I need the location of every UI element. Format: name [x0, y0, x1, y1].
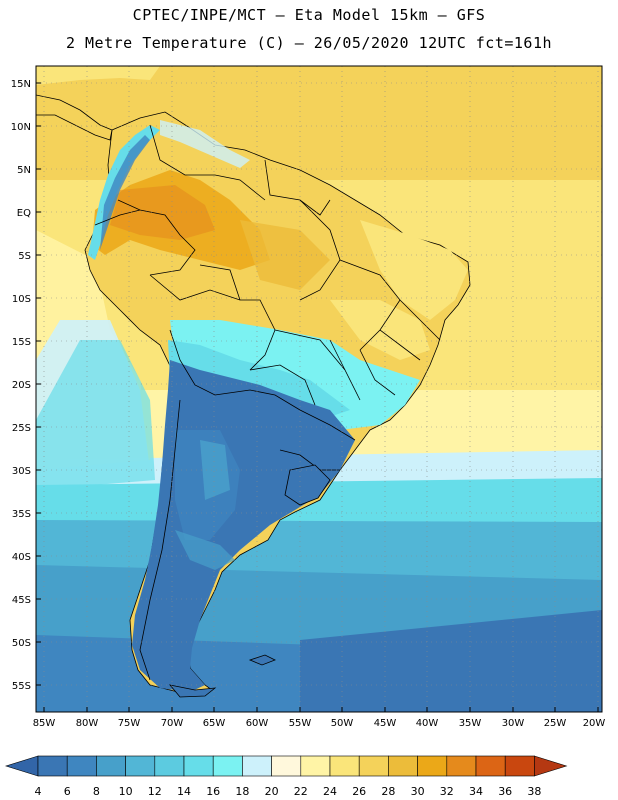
- colorbar-tick-label: 12: [148, 785, 162, 798]
- colorbar-swatch: [242, 755, 272, 777]
- lat-label: 5N: [17, 165, 31, 176]
- lon-label: 80W: [76, 718, 99, 729]
- colorbar-tick-label: 32: [440, 785, 454, 798]
- lon-label: 35W: [459, 718, 482, 729]
- lat-label: 15S: [12, 337, 31, 348]
- colorbar-swatch: [37, 755, 68, 777]
- colorbar-swatch: [504, 755, 535, 777]
- colorbar-tick-label: 38: [527, 785, 541, 798]
- colorbar-tick-label: 26: [352, 785, 366, 798]
- lat-label: 25S: [12, 423, 31, 434]
- lon-label: 40W: [416, 718, 439, 729]
- colorbar-swatch: [66, 755, 97, 777]
- lat-label: 15N: [11, 79, 31, 90]
- map-title: CPTEC/INPE/MCT – Eta Model 15km – GFS: [132, 6, 486, 24]
- colorbar-tick-label: 24: [323, 785, 337, 798]
- color-scale-legend: 4 6 8 10 12 14 16 18 20 22 24 26 28 30 32 34 36 38: [4, 755, 568, 798]
- lon-label: 60W: [246, 718, 269, 729]
- colorbar-swatch: [212, 755, 243, 777]
- map-field: [36, 66, 602, 712]
- lat-label: 10S: [12, 294, 31, 305]
- lat-label: 50S: [12, 638, 31, 649]
- lon-label: 85W: [33, 718, 56, 729]
- colorbar-tick-label: 6: [64, 785, 71, 798]
- colorbar-tick-label: 18: [235, 785, 249, 798]
- map-frame: [35, 65, 603, 713]
- colorbar-tick-label: 34: [469, 785, 483, 798]
- lat-label: 30S: [12, 466, 31, 477]
- colorbar-swatch: [388, 755, 418, 777]
- colorbar-tick-label: 20: [265, 785, 279, 798]
- colorbar-swatch: [446, 755, 477, 777]
- colorbar-tick-label: 30: [411, 785, 425, 798]
- lat-label: 35S: [12, 509, 31, 520]
- axis-ticks: [36, 82, 599, 712]
- latitude-labels: 15N 10N 5N EQ 5S 10S 15S 20S 25S 30S 35S…: [11, 79, 31, 692]
- colorbar-swatch: [271, 755, 302, 777]
- lon-label: 75W: [118, 718, 141, 729]
- colorbar-swatch: [300, 755, 331, 777]
- colorbar-swatch: [183, 755, 214, 777]
- colorbar-swatch: [96, 755, 126, 777]
- colorbar-tick-label: 4: [35, 785, 42, 798]
- map-subtitle: 2 Metre Temperature (C) – 26/05/2020 12U…: [65, 34, 553, 52]
- colorbar-tick-label: 10: [119, 785, 133, 798]
- colorbar-swatch: [358, 755, 389, 777]
- colorbar-tick-label: 14: [177, 785, 191, 798]
- colorbar-swatch: [329, 755, 360, 777]
- lat-label: 45S: [12, 595, 31, 606]
- lon-label: 30W: [502, 718, 525, 729]
- lon-label: 65W: [203, 718, 226, 729]
- colorbar-high-arrow: [534, 755, 568, 777]
- lat-label: 10N: [11, 122, 31, 133]
- lat-label: 55S: [12, 681, 31, 692]
- lat-label: EQ: [17, 208, 31, 219]
- longitude-labels: 85W 80W 75W 70W 65W 60W 55W 50W 45W 40W …: [33, 718, 606, 729]
- lon-label: 55W: [289, 718, 312, 729]
- colorbar-tick-label: 22: [294, 785, 308, 798]
- country-borders: [94, 124, 441, 681]
- colorbar-tick-label: 8: [93, 785, 100, 798]
- lon-label: 45W: [374, 718, 397, 729]
- lat-label: 20S: [12, 380, 31, 391]
- lat-label: 5S: [18, 251, 31, 262]
- lon-label: 20W: [583, 718, 606, 729]
- colorbar-tick-label: 16: [206, 785, 220, 798]
- colorbar-swatch: [475, 755, 506, 777]
- lon-label: 50W: [331, 718, 354, 729]
- colorbar-low-arrow: [4, 755, 39, 777]
- colorbar-swatch: [125, 755, 156, 777]
- lon-label: 70W: [161, 718, 184, 729]
- colorbar-swatch: [417, 755, 448, 777]
- colorbar-swatch: [154, 755, 185, 777]
- lat-label: 40S: [12, 552, 31, 563]
- lon-label: 25W: [544, 718, 567, 729]
- colorbar-tick-label: 36: [498, 785, 512, 798]
- colorbar-tick-label: 28: [381, 785, 395, 798]
